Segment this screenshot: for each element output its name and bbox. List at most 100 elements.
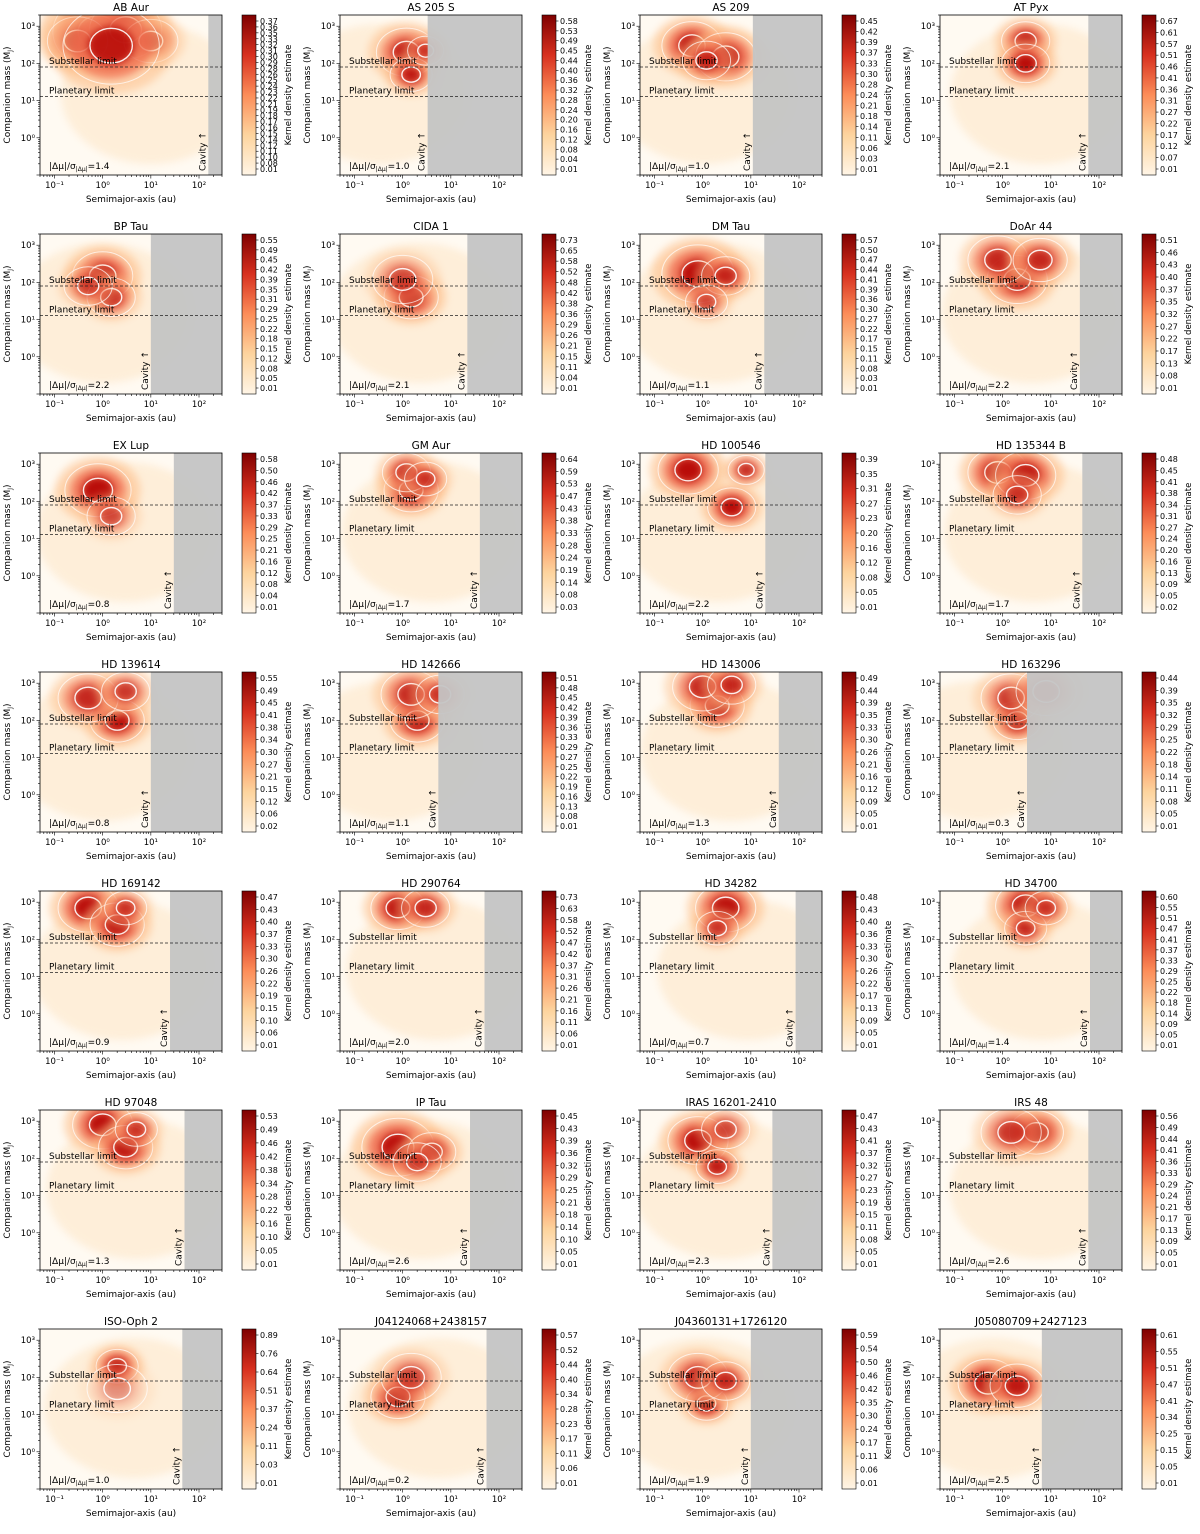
colorbar-tick-label: 0.15 [1160,1446,1178,1455]
ratio-value: =0.2 [388,1476,410,1486]
kde-chart: Substellar limit Planetary limit Cavity ↑ |… [603,1097,894,1300]
y-axis-label-close: ) [303,265,313,269]
y-tick-label: 10¹ [621,535,635,545]
colorbar-tick-label: 0.33 [260,512,278,521]
y-axis-label-sub: J [7,1145,14,1148]
colorbar-tick-label: 0.36 [260,23,278,32]
colorbar-tick-label: 0.41 [1160,1397,1178,1406]
colorbar-tick-label: 0.03 [860,154,878,163]
colorbar-tick-label: 0.76 [260,1350,278,1359]
x-tick-label: 10⁻¹ [45,1057,64,1067]
ratio-subscript: |Δμ| [376,1480,388,1487]
x-tick-label: 10⁰ [396,1276,411,1286]
y-axis-label: Companion mass (MJ) [903,1141,914,1238]
y-tick-label: 10⁰ [621,353,636,363]
kde-contour [89,27,134,64]
panel-title: AT Pyx [1014,2,1049,14]
planetary-limit-label: Planetary limit [649,1400,715,1410]
planetary-limit-label: Planetary limit [649,524,715,534]
y-axis-label: Companion mass (MJ) [303,265,314,362]
ratio-value: =2.5 [988,1476,1010,1486]
x-tick-label: 10⁻¹ [345,619,364,629]
colorbar-tick-label: 0.49 [260,686,278,695]
y-tick-label: 10² [621,1373,635,1383]
colorbar-tick-label: 0.17 [560,1435,578,1444]
y-axis-label: Companion mass (MJ) [603,46,614,143]
colorbar-tick-label: 0.42 [560,704,578,713]
colorbar [541,1328,557,1490]
ratio-subscript: |Δμ| [76,1042,88,1049]
y-axis-label-close: ) [3,265,13,269]
kde-level-high [707,919,728,937]
colorbar-tick-label: 0.32 [560,1161,578,1170]
colorbar-tick-label: 0.37 [260,501,278,510]
y-axis-label: Companion mass (MJ) [603,484,614,581]
colorbar-tick-label: 0.28 [860,80,878,89]
colorbar-tick-label: 0.08 [260,364,278,373]
y-axis-label-sub: J [907,1364,914,1367]
x-tick-label: 10¹ [1044,181,1058,191]
kde-chart: Substellar limit Planetary limit Cavity ↑ |… [603,440,894,643]
colorbar-tick-label: 0.32 [860,1161,878,1170]
x-tick-label: 10⁰ [396,181,411,191]
colorbar-tick-label: 0.06 [260,1029,278,1038]
ratio-subscript: |Δμ| [76,166,88,173]
planetary-limit-label: Planetary limit [49,305,115,315]
proper-motion-ratio: |Δμ|/σ|Δμ|=0.3 [949,819,1010,830]
ratio-value: =1.4 [988,1038,1010,1048]
y-tick-label: 10³ [621,1117,635,1127]
proper-motion-ratio: |Δμ|/σ|Δμ|=2.0 [349,1038,410,1049]
colorbar-tick-label: 0.32 [1160,310,1178,319]
x-tick-label: 10⁻¹ [945,1057,964,1067]
colorbar-tick-label: 0.24 [1160,535,1178,544]
colorbar-label: Kernel density estimate [584,483,594,584]
colorbar-tick-label: 0.19 [260,992,278,1001]
y-axis-label-close: ) [3,1141,13,1145]
proper-motion-ratio: |Δμ|/σ|Δμ|=1.7 [349,600,410,611]
y-tick-label: 10³ [21,1336,35,1346]
y-tick-label: 10¹ [921,97,935,107]
colorbar-tick-label: 0.18 [1160,999,1178,1008]
ratio-value: =2.1 [988,162,1010,172]
colorbar-tick-label: 0.01 [260,384,278,393]
y-axis-label-sub: J [607,1364,614,1367]
colorbar [841,452,857,614]
colorbar-tick-label: 0.32 [1160,711,1178,720]
kde-level-high [714,266,738,286]
colorbar-tick-label: 0.01 [1160,1041,1178,1050]
colorbar-tick-label: 0.39 [560,713,578,722]
colorbar-tick-label: 0.28 [560,1405,578,1414]
x-tick-label: 10⁰ [996,1057,1011,1067]
colorbar-tick-label: 0.22 [260,325,278,334]
colorbar-tick-label: 0.24 [1160,1192,1178,1201]
colorbar-tick-label: 0.38 [560,517,578,526]
axes-frame [939,14,1123,176]
y-axis-label-close: ) [903,484,913,488]
colorbar-tick-label: 0.24 [260,1424,278,1433]
proper-motion-ratio: |Δμ|/σ|Δμ|=1.4 [49,162,110,173]
y-tick-label: 10³ [621,898,635,908]
substellar-limit-label: Substellar limit [649,495,717,505]
kde-level-high [388,267,418,292]
colorbar-tick-label: 0.45 [560,1112,578,1121]
x-axis-label: Semimajor-axis (au) [386,1509,476,1519]
planetary-limit-label: Planetary limit [49,962,115,972]
kde-contour-outer [695,910,739,946]
colorbar-tick-label: 0.21 [260,546,278,555]
x-tick-label: 10² [1092,1057,1106,1067]
kde-blob [675,36,738,85]
colorbar-tick-label: 0.32 [560,86,578,95]
kde-contour [695,51,718,70]
kde-contour [115,899,136,917]
kde-level-high [102,1376,132,1401]
y-tick-label: 10² [21,497,35,507]
kde-blob [972,1110,1050,1163]
cavity-label: Cavity ↑ [741,1446,751,1485]
kde-blob [1005,234,1075,288]
x-axis-label: Semimajor-axis (au) [986,1509,1076,1519]
y-axis-label-close: ) [303,484,313,488]
colorbar-tick-label: 0.13 [1160,1226,1178,1235]
ratio-value: =1.0 [88,1476,110,1486]
y-tick-label: 10⁰ [621,1448,636,1458]
colorbar-tick-label: 0.05 [1160,1030,1178,1039]
